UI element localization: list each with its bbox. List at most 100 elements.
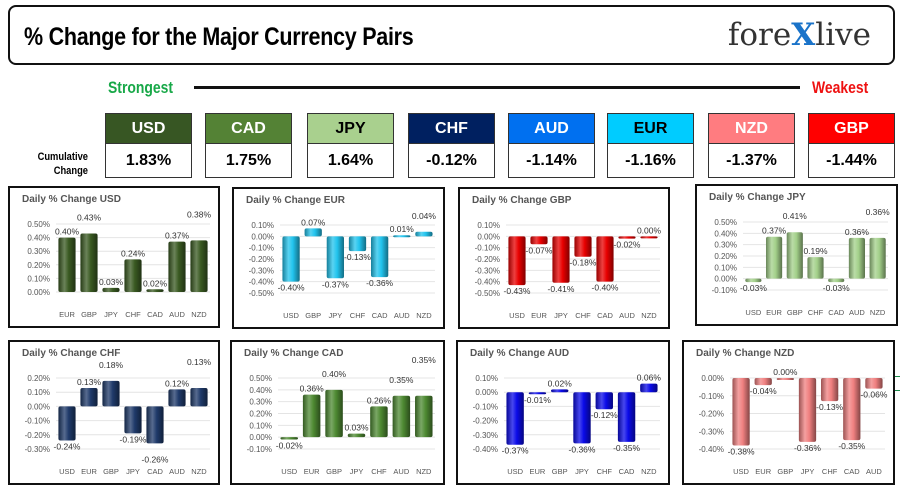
data-label: -0.12% (591, 410, 618, 420)
x-tick-label: AUD (169, 467, 185, 476)
cumulative-value: -1.14% (508, 144, 595, 178)
y-tick-label: 0.30% (714, 241, 737, 250)
data-label: -0.40% (592, 283, 619, 293)
ranking-jpy: JPY 1.64% (307, 113, 394, 178)
chart-title: Daily % Change AUD (470, 348, 570, 359)
x-tick-label: CHF (822, 467, 838, 476)
x-tick-label: USD (283, 311, 299, 320)
y-tick-label: -0.40% (475, 278, 500, 287)
data-label: -0.36% (366, 278, 393, 288)
y-tick-label: 0.10% (249, 421, 272, 430)
currency-label: GBP (808, 113, 895, 144)
x-tick-label: AUD (849, 308, 865, 317)
y-tick-label: -0.40% (699, 445, 724, 454)
currency-label: JPY (307, 113, 394, 144)
x-tick-label: EUR (59, 310, 75, 319)
y-tick-label: -0.30% (249, 266, 274, 275)
bar-cad (617, 392, 636, 442)
x-tick-label: EUR (81, 467, 97, 476)
chart-jpy: Daily % Change JPY -0.10% 0.00% 0.10% 0.20% 0… (695, 184, 898, 326)
bar-cad (596, 236, 614, 282)
bar-chf (807, 257, 824, 279)
data-label: -0.06% (860, 390, 887, 400)
bar-usd (280, 437, 298, 440)
bar-nzd (869, 237, 886, 279)
x-tick-label: GBP (305, 311, 321, 320)
x-tick-label: GBP (103, 467, 119, 476)
x-tick-label: GBP (81, 310, 97, 319)
x-tick-label: AUD (866, 467, 882, 476)
x-tick-label: CAD (147, 467, 163, 476)
x-tick-label: NZD (641, 311, 657, 320)
data-label: 0.24% (121, 248, 146, 258)
bar-eur (58, 237, 76, 292)
data-label: -0.40% (278, 283, 305, 293)
x-tick-label: USD (281, 467, 297, 476)
bar-eur (80, 387, 98, 407)
chart-title: Daily % Change EUR (246, 195, 345, 206)
x-tick-label: GBP (787, 308, 803, 317)
decorative-line (895, 390, 900, 391)
currency-label: EUR (607, 113, 694, 144)
ranking-gbp: GBP -1.44% (808, 113, 895, 178)
x-tick-label: CAD (372, 311, 388, 320)
chart-title: Daily % Change CAD (244, 348, 344, 359)
bar-aud (168, 389, 186, 407)
chart-cad: Daily % Change CAD -0.10% 0.00% 0.10% 0.20% 0… (230, 340, 445, 485)
data-label: 0.13% (77, 377, 102, 387)
data-label: 0.02% (548, 378, 573, 388)
x-tick-label: CHF (808, 308, 824, 317)
data-label: -0.41% (548, 284, 575, 294)
chart-gbp: Daily % Change GBP -0.50% -0.40% -0.30% -0.2… (458, 187, 670, 329)
y-tick-label: 0.40% (249, 386, 272, 395)
x-tick-label: USD (745, 308, 761, 317)
bar-usd (282, 236, 300, 282)
data-label: -0.36% (569, 444, 596, 454)
data-label: 0.06% (637, 373, 662, 383)
y-tick-label: -0.20% (25, 431, 50, 440)
data-label: -0.13% (344, 252, 371, 262)
y-tick-label: 0.20% (27, 261, 50, 270)
data-label: 0.36% (866, 207, 891, 217)
data-label: 0.41% (783, 211, 808, 221)
y-tick-label: -0.10% (25, 417, 50, 426)
data-label: 0.36% (300, 384, 325, 394)
data-label: 0.26% (367, 395, 392, 405)
data-label: 0.40% (322, 369, 347, 379)
bar-jpy (124, 406, 142, 434)
data-label: -0.36% (794, 443, 821, 453)
bar-jpy (552, 236, 570, 283)
x-tick-label: CAD (597, 311, 613, 320)
bar-cad (843, 378, 861, 441)
bar-gbp (325, 389, 343, 438)
y-tick-label: -0.40% (473, 445, 498, 454)
bar-eur (754, 378, 772, 386)
x-tick-label: CHF (125, 310, 141, 319)
data-label: -0.19% (120, 434, 147, 444)
data-label: -0.37% (502, 446, 529, 456)
x-tick-label: USD (509, 311, 525, 320)
currency-label: NZD (708, 113, 795, 144)
bar-jpy (573, 392, 591, 444)
weakest-label: Weakest (812, 78, 869, 97)
x-tick-label: JPY (554, 311, 568, 320)
page-title: % Change for the Major Currency Pairs (24, 23, 414, 51)
title-banner: % Change for the Major Currency Pairs fo… (8, 5, 895, 65)
ranking-aud: AUD -1.14% (508, 113, 595, 178)
y-tick-label: 0.00% (714, 275, 737, 284)
x-tick-label: USD (507, 467, 523, 476)
chart-title: Daily % Change NZD (696, 348, 795, 359)
bar-chart: -0.30% -0.20% -0.10% 0.00% 0.10% 0.20% -0.24% U… (25, 357, 212, 476)
chart-aud: Daily % Change AUD -0.40% -0.30% -0.20% -0.1… (456, 340, 670, 485)
bar-usd (506, 392, 524, 445)
bar-chf (370, 406, 388, 438)
x-tick-label: JPY (801, 467, 815, 476)
x-tick-label: AUD (394, 311, 410, 320)
y-tick-label: -0.10% (712, 286, 737, 295)
forexlive-logo: foreXlive (727, 17, 871, 53)
data-label: 0.00% (773, 367, 798, 377)
cumulative-value: 1.75% (205, 144, 292, 178)
x-tick-label: JPY (126, 467, 140, 476)
data-label: 0.00% (637, 225, 662, 235)
bar-nzd (415, 395, 433, 438)
